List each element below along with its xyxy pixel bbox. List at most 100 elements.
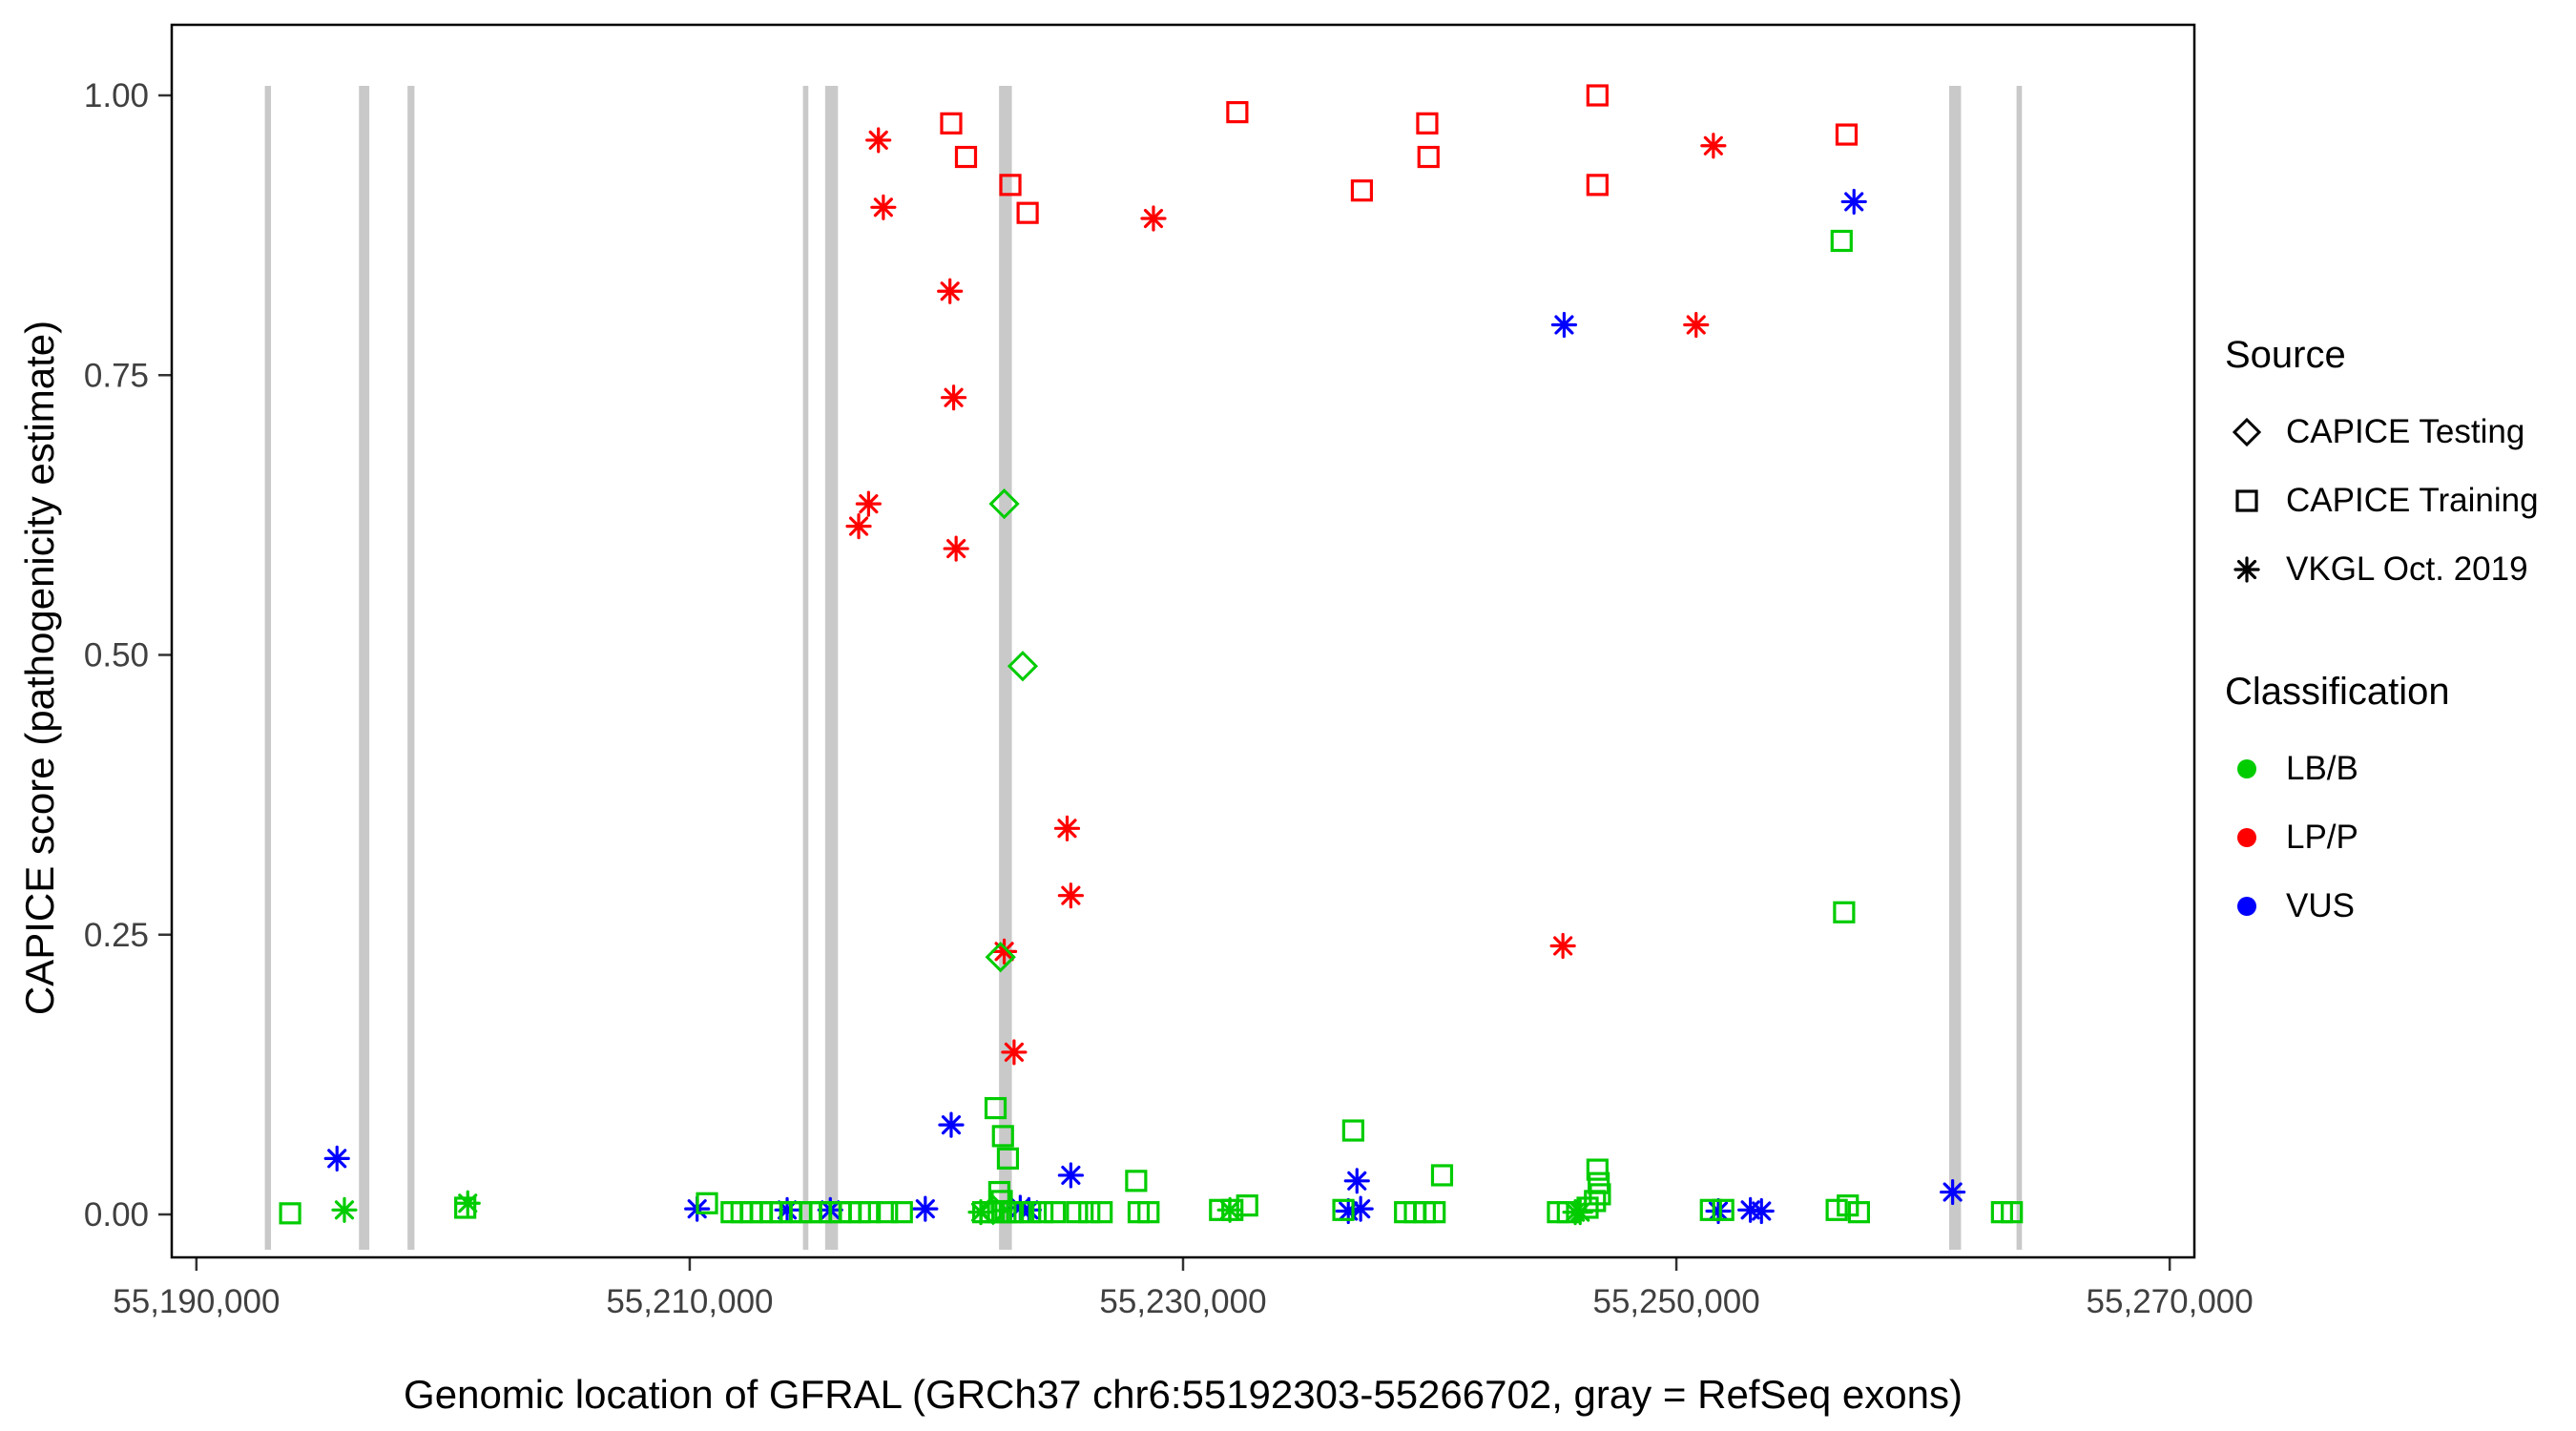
legend-item-capice-training: CAPICE Training <box>2225 467 2568 535</box>
data-point-square <box>696 1192 718 1214</box>
data-point-square <box>1417 145 1440 169</box>
data-point-asterisk <box>940 384 967 411</box>
legend-item-lp-p: LP/P <box>2225 803 2568 872</box>
data-point-square <box>1091 1201 1113 1224</box>
data-point-asterisk <box>1053 815 1081 841</box>
data-point-diamond <box>988 488 1020 520</box>
data-point-square <box>876 1201 899 1224</box>
data-point-asterisk <box>967 1199 994 1226</box>
data-point-asterisk <box>1140 205 1167 232</box>
data-point-asterisk <box>1550 311 1578 339</box>
data-point-square <box>1016 201 1039 224</box>
data-point-asterisk <box>845 513 872 540</box>
data-point-square <box>1416 112 1439 135</box>
data-points <box>279 84 2024 1226</box>
data-point-square <box>1830 229 1853 253</box>
legend-source-title: Source <box>2225 334 2346 376</box>
data-point-square <box>1019 1201 1042 1224</box>
data-point-square <box>1066 1201 1089 1224</box>
diamond-icon <box>2232 417 2262 447</box>
exon-bar <box>824 86 839 1250</box>
legend-item-label: VKGL Oct. 2019 <box>2286 550 2528 588</box>
data-point-square <box>279 1202 301 1225</box>
circle-icon <box>2237 828 2256 847</box>
data-point-square <box>1584 1190 1607 1213</box>
data-point-square <box>1043 1201 1067 1224</box>
y-tick-label: 0.00 <box>84 1196 149 1234</box>
legend-classification-items: LB/B LP/P VUS <box>2225 735 2568 941</box>
data-point-square <box>1125 1170 1148 1192</box>
exon-bar <box>1949 86 1962 1250</box>
data-point-diamond <box>1007 651 1039 682</box>
y-tick-label: 0.75 <box>84 357 149 394</box>
data-point-square <box>1423 1201 1446 1224</box>
y-tick-label: 0.50 <box>84 637 149 674</box>
data-point-square <box>1350 179 1374 202</box>
exon-bar <box>407 86 415 1250</box>
data-point-square <box>1137 1201 1160 1224</box>
data-point-square <box>984 1096 1008 1120</box>
legend-item-label: CAPICE Training <box>2286 482 2539 519</box>
data-point-square <box>1837 1194 1859 1217</box>
x-tick-label: 55,250,000 <box>1592 1283 1759 1320</box>
legend: Source CAPICE Testing CAPICE Training VKGL… <box>2225 334 2568 941</box>
data-point-square <box>1586 174 1609 197</box>
legend-item-label: LB/B <box>2286 750 2358 787</box>
exon-bar <box>999 86 1012 1250</box>
data-point-asterisk <box>1057 1162 1084 1189</box>
data-point-asterisk <box>1700 133 1727 159</box>
legend-item-vus: VUS <box>2225 872 2568 941</box>
plot-panel <box>172 25 2194 1257</box>
data-point-square <box>1332 1198 1355 1221</box>
data-point-asterisk <box>1567 1199 1593 1226</box>
data-point-asterisk <box>331 1196 358 1223</box>
data-point-asterisk <box>865 127 892 154</box>
legend-classification-title: Classification <box>2225 671 2450 713</box>
square-icon <box>2235 489 2258 512</box>
exon-bar <box>264 86 272 1250</box>
y-tick-label: 1.00 <box>84 77 149 114</box>
data-point-square <box>999 174 1022 197</box>
data-point-asterisk <box>1343 1168 1370 1194</box>
data-point-square <box>940 112 963 135</box>
y-axis-title: CAPICE score (pathogenicity estimate) <box>17 320 62 1016</box>
data-point-diamond <box>985 942 1016 973</box>
data-point-square <box>1586 84 1609 107</box>
data-point-asterisk <box>1940 1178 1966 1206</box>
data-point-square <box>859 1201 882 1224</box>
data-point-asterisk <box>1549 932 1576 960</box>
data-point-square <box>1699 1198 1722 1221</box>
x-tick-label: 55,210,000 <box>606 1283 773 1320</box>
x-tick-label: 55,230,000 <box>1099 1283 1266 1320</box>
data-point-square <box>1825 1198 1848 1221</box>
data-point-square <box>1226 100 1249 124</box>
exon-bar <box>802 86 809 1250</box>
x-tick-label: 55,270,000 <box>2087 1283 2254 1320</box>
data-point-square <box>1031 1201 1054 1224</box>
legend-item-label: VUS <box>2286 887 2355 924</box>
legend-source-items: CAPICE Testing CAPICE Training VKGL Oct. 2… <box>2225 398 2568 604</box>
data-point-asterisk <box>1683 311 1710 339</box>
legend-item-vkgl-oct-2019: VKGL Oct. 2019 <box>2225 535 2568 604</box>
x-tick-label: 55,190,000 <box>113 1283 280 1320</box>
data-point-square <box>954 145 978 169</box>
data-point-square <box>1712 1198 1735 1221</box>
data-point-square <box>1847 1201 1870 1224</box>
data-point-square <box>1835 123 1859 146</box>
data-point-square <box>1341 1119 1364 1142</box>
data-point-square <box>1078 1201 1101 1224</box>
x-axis-title: Genomic location of GFRAL (GRCh37 chr6:5… <box>404 1372 1963 1417</box>
data-point-asterisk <box>912 1195 939 1222</box>
data-point-square <box>454 1196 477 1219</box>
data-point-asterisk <box>943 535 969 562</box>
legend-item-label: LP/P <box>2286 819 2358 856</box>
exon-bar <box>359 86 370 1250</box>
data-point-square <box>1586 1158 1609 1181</box>
exon-bar <box>2016 86 2023 1250</box>
data-point-square <box>890 1201 913 1224</box>
data-point-asterisk <box>855 490 882 517</box>
data-point-square <box>1833 901 1856 923</box>
circle-icon <box>2237 897 2256 916</box>
data-point-asterisk <box>937 278 964 304</box>
